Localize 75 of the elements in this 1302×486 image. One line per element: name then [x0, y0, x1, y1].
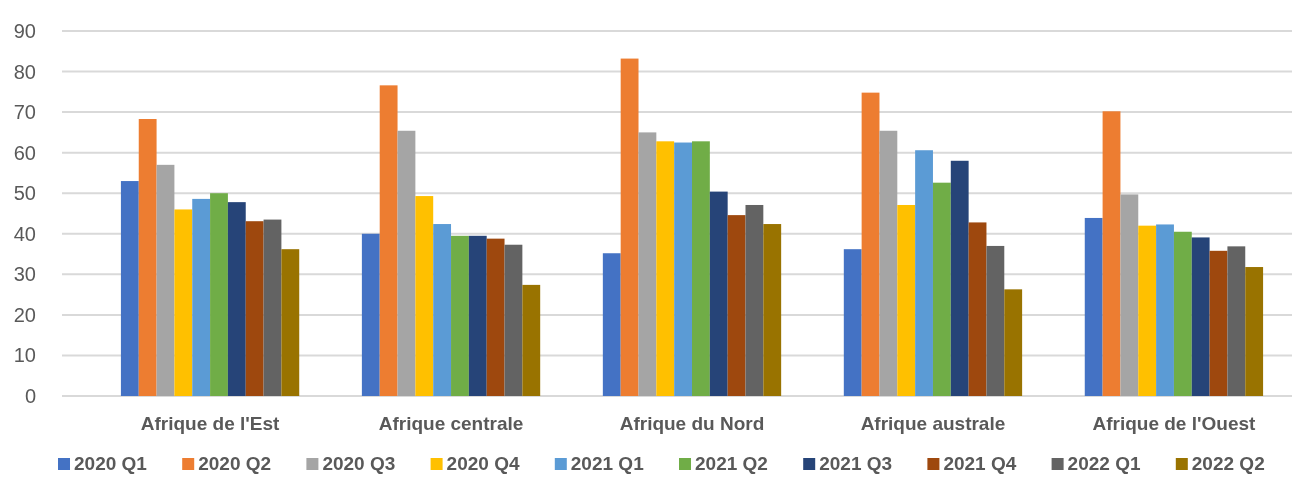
bar — [227, 202, 246, 396]
y-tick-label: 0 — [24, 385, 36, 407]
x-tick-label: Afrique de l'Ouest — [1092, 413, 1257, 434]
bar — [120, 181, 139, 396]
bar — [1173, 231, 1192, 396]
bar — [1138, 225, 1157, 396]
bar — [950, 160, 969, 396]
bar — [602, 253, 621, 396]
bar — [486, 238, 505, 396]
bar — [504, 244, 523, 396]
y-tick-label: 70 — [13, 101, 36, 124]
x-tick-label: Afrique centrale — [378, 413, 524, 434]
bar — [692, 141, 710, 396]
bar — [156, 164, 175, 396]
legend-label: 2020 Q4 — [446, 453, 520, 474]
bar — [1209, 250, 1228, 396]
y-tick-label: 80 — [13, 60, 36, 83]
bar — [932, 182, 951, 396]
bar — [879, 130, 898, 396]
bar — [986, 245, 1005, 396]
bar — [745, 204, 764, 396]
bar — [1102, 111, 1121, 396]
bar — [451, 235, 469, 396]
bar — [397, 130, 416, 396]
legend-label: 2021 Q2 — [695, 453, 768, 474]
legend-label: 2020 Q1 — [74, 453, 148, 474]
bar — [727, 215, 746, 396]
legend-label: 2021 Q3 — [819, 453, 893, 474]
bar — [281, 249, 300, 396]
legend-label: 2021 Q4 — [943, 453, 1017, 474]
bar — [709, 191, 728, 396]
bar — [1191, 237, 1210, 396]
bar — [897, 204, 916, 396]
bar — [522, 284, 541, 396]
bar — [1156, 224, 1174, 396]
legend-label: 2020 Q3 — [322, 453, 396, 474]
bar — [245, 221, 264, 396]
x-tick-label: Afrique du Nord — [619, 413, 765, 434]
bar — [138, 119, 157, 396]
bar — [674, 142, 692, 396]
bar — [174, 209, 193, 396]
bar — [1227, 246, 1246, 396]
legend-label: 2021 Q1 — [570, 453, 645, 474]
bar — [1245, 267, 1264, 396]
bar — [263, 219, 282, 396]
legend-label: 2022 Q1 — [1067, 453, 1141, 474]
x-tick-label: Afrique de l'Est — [140, 413, 281, 434]
bar — [468, 235, 487, 396]
y-tick-label: 40 — [13, 222, 36, 245]
bar — [361, 233, 380, 396]
y-tick-label: 30 — [13, 263, 36, 286]
y-tick-label: 90 — [13, 20, 36, 42]
bar — [968, 222, 987, 396]
bar — [656, 141, 675, 396]
y-tick-label: 20 — [13, 303, 36, 326]
bar — [915, 150, 933, 396]
bar — [1120, 194, 1139, 396]
x-tick-label: Afrique australe — [860, 413, 1006, 434]
bar — [620, 58, 639, 396]
bar — [210, 193, 228, 396]
y-tick-label: 50 — [13, 182, 36, 205]
bar — [192, 198, 211, 396]
legend-label: 2022 Q2 — [1191, 453, 1265, 474]
bar — [861, 92, 880, 396]
bar — [415, 196, 434, 396]
bar — [1004, 289, 1023, 396]
legend-label: 2020 Q2 — [198, 453, 272, 474]
y-tick-label: 10 — [13, 344, 36, 367]
bar — [433, 224, 452, 396]
y-tick-label: 60 — [13, 141, 36, 164]
bar — [1084, 217, 1103, 396]
bar — [379, 85, 398, 396]
bar — [638, 132, 657, 396]
bar — [843, 249, 862, 396]
bar — [763, 224, 782, 396]
